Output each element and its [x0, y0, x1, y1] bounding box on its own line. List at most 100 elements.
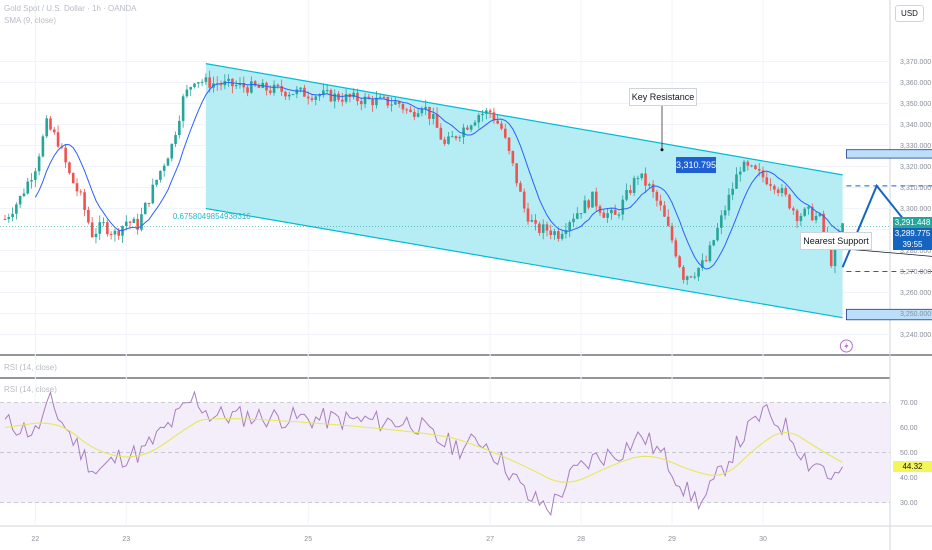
candle [788, 193, 791, 210]
candle [94, 228, 98, 244]
candle [18, 195, 22, 209]
candle-body [549, 230, 553, 236]
candle-body [761, 170, 765, 178]
candle [492, 107, 496, 124]
candle [147, 202, 151, 208]
candle-body [124, 221, 128, 227]
candle-body [632, 178, 636, 193]
candle-body [602, 212, 606, 218]
candle-body [485, 110, 488, 114]
candle [602, 208, 606, 219]
candle-body [731, 188, 734, 195]
candle-body [117, 230, 120, 236]
candle-body [291, 94, 295, 96]
candle [750, 164, 753, 168]
candle-body [704, 260, 708, 262]
candle [572, 213, 575, 227]
time-tick-label: 23 [122, 536, 130, 543]
candle [106, 219, 109, 237]
candle-body [26, 181, 30, 194]
candle-body [833, 244, 837, 267]
candle [651, 180, 655, 198]
candle-body [587, 200, 590, 208]
candle-body [94, 233, 98, 238]
sma-legend[interactable]: SMA (9, close) [4, 16, 57, 25]
candle [738, 166, 742, 182]
candle [280, 79, 283, 96]
candle [299, 86, 302, 93]
candle [181, 93, 185, 128]
candle [439, 123, 443, 140]
candle-body [363, 96, 367, 105]
candle-body [30, 180, 33, 182]
candle-body [394, 101, 397, 105]
candle-body [648, 184, 651, 186]
candle [140, 207, 143, 232]
candle-body [754, 165, 757, 170]
candle [488, 108, 492, 119]
candle-body [333, 93, 337, 102]
candle [735, 167, 738, 189]
nearest-support-label[interactable]: Nearest Support [800, 232, 872, 250]
candle-body [250, 81, 253, 93]
time-axis[interactable]: 22232527282930Jun3 [31, 536, 932, 543]
candle-body [140, 214, 143, 230]
candle [79, 189, 83, 196]
candle [52, 126, 56, 135]
candle-body [18, 196, 22, 205]
candle-body [386, 96, 390, 106]
candle [765, 171, 769, 186]
candle-body [613, 209, 617, 215]
candle [136, 213, 139, 235]
candle [132, 216, 136, 224]
candle-body [610, 209, 613, 214]
candle [246, 84, 249, 97]
candle-body [322, 90, 325, 95]
candle-body [659, 200, 662, 206]
candle-body [712, 240, 716, 246]
candle-body [3, 219, 7, 220]
candle-body [299, 87, 302, 90]
candle [276, 83, 280, 89]
currency-button[interactable]: USD [895, 5, 924, 22]
candle [507, 137, 511, 155]
rsi-indicator [0, 390, 890, 517]
candle [659, 194, 662, 211]
price-tick-label: 3,250.000 [900, 311, 931, 318]
candle-body [466, 127, 469, 130]
candle-body [481, 113, 484, 116]
candle-body [367, 96, 371, 99]
candle-body [450, 136, 454, 138]
candle [189, 86, 193, 97]
rsi-legend[interactable]: RSI (14, close) [4, 363, 57, 372]
candle-body [143, 202, 147, 215]
candle [124, 215, 128, 231]
candle-body [723, 210, 727, 216]
sma-9-line [34, 81, 843, 270]
flash-icon-bolt [844, 342, 849, 350]
candle-body [371, 98, 374, 106]
symbol-legend[interactable]: Gold Spot / U.S. Dollar · 1h · OANDA [4, 4, 137, 13]
candle-body [397, 101, 401, 104]
candle [341, 92, 344, 107]
candle-body [682, 267, 685, 280]
candle-body [693, 276, 697, 278]
candle [549, 224, 553, 240]
target-price-label[interactable]: 3,310.795 [676, 157, 716, 173]
price-axis[interactable]: 3,370.000 3,360.000 3,350.000 3,340.000 3,33… [900, 59, 931, 507]
candle [34, 168, 37, 188]
candle-body [128, 221, 132, 223]
candle [378, 93, 382, 99]
key-resistance-label[interactable]: Key Resistance [629, 88, 697, 106]
candle-body [807, 206, 810, 209]
candle [196, 81, 200, 88]
candle-body [727, 194, 731, 211]
price-tick-label: 3,360.000 [900, 80, 931, 87]
candle-body [735, 174, 738, 189]
candle [401, 102, 405, 114]
candle-body [522, 191, 526, 209]
candle-body [113, 230, 117, 235]
candle [587, 199, 590, 210]
candle-body [401, 103, 405, 110]
